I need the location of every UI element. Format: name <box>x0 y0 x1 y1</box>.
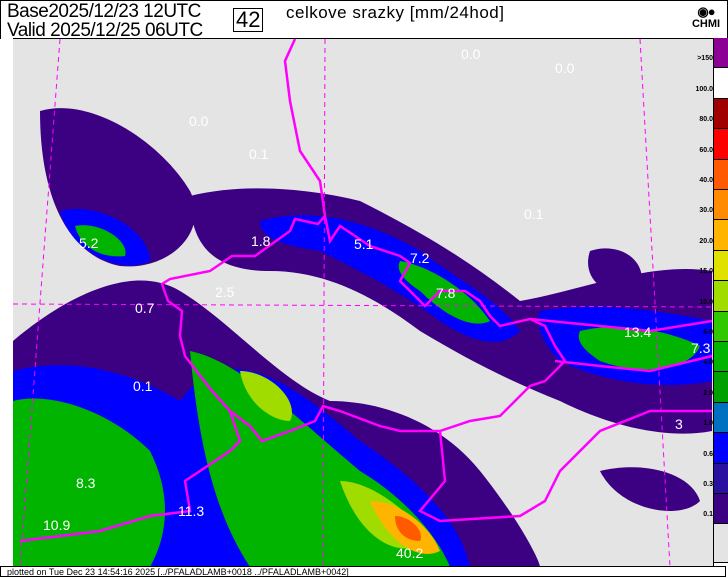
map-area: 0.0 0.0 0.0 0.1 0.1 5.2 1.8 5.1 7.2 7.8 … <box>12 38 713 568</box>
legend-swatch <box>714 372 728 403</box>
forecast-hour-box: 42 <box>233 8 264 32</box>
value-label: 10.9 <box>43 517 71 533</box>
country-borders <box>19 38 713 543</box>
chart-title: celkove srazky [mm/24hod] <box>286 3 505 22</box>
legend-swatch <box>714 220 728 251</box>
legend-label: 100.0 <box>695 85 713 93</box>
value-label: 8.3 <box>76 475 96 491</box>
legend-swatch <box>714 342 728 373</box>
base-time-value: 2025/12/23 12UTC <box>48 1 201 22</box>
logo-dots-icon: ◉● <box>697 4 715 19</box>
value-label: 7.2 <box>410 250 430 266</box>
legend-swatch <box>714 433 728 464</box>
legend-label: 0.6 <box>703 450 713 458</box>
legend-swatch <box>714 402 728 434</box>
legend-swatch <box>714 190 728 221</box>
legend-swatch <box>714 494 728 525</box>
value-label: 0.7 <box>135 300 155 316</box>
value-label: 0.1 <box>133 378 153 394</box>
legend-swatch <box>714 281 728 312</box>
legend-label: 60.0 <box>699 146 713 154</box>
value-label: 1.8 <box>251 233 271 249</box>
legend-label: 20.0 <box>699 237 713 245</box>
legend-swatch <box>714 38 728 69</box>
legend-label: 40.0 <box>699 177 713 184</box>
base-label: Base <box>7 1 49 22</box>
value-label: 0.0 <box>189 113 209 129</box>
legend-label: 1.0 <box>703 420 713 428</box>
legend-label: 6.0 <box>703 329 713 336</box>
legend-label: 80.0 <box>699 116 713 124</box>
legend-labels: >150 100.0 80.0 60.0 40.0 30.0 20.0 15.0 10.0 6.0… <box>671 39 713 567</box>
value-label: 2.5 <box>215 284 235 300</box>
value-label: 0.0 <box>461 46 481 62</box>
value-label: 3 <box>675 416 683 432</box>
value-label: 0.0 <box>555 60 575 76</box>
map-svg <box>12 38 713 568</box>
logo-text: CHMI <box>691 18 721 30</box>
valid-label: Valid <box>7 20 46 41</box>
footer-text: plotted on Tue Dec 23 14:54:16 2025 [../… <box>0 566 726 577</box>
value-label: 7.3 <box>691 340 711 356</box>
valid-time: Valid 2025/12/25 06UTC <box>7 21 203 40</box>
legend-label: 0.3 <box>703 481 713 488</box>
value-label: 5.1 <box>354 236 374 252</box>
precip-orange <box>370 501 440 554</box>
legend-swatch <box>714 159 728 190</box>
grid-lines <box>12 38 713 568</box>
legend-label: 4.0 <box>703 359 713 367</box>
value-label: 0.1 <box>249 146 269 162</box>
legend-swatch <box>714 463 728 494</box>
legend-swatch <box>714 250 728 282</box>
value-label: 40.2 <box>396 545 424 561</box>
legend-label: 15.0 <box>699 268 713 276</box>
legend-swatch <box>714 311 728 342</box>
value-label: 0.1 <box>524 206 544 222</box>
legend-swatch <box>714 68 728 99</box>
valid-time-value: 2025/12/25 06UTC <box>50 20 203 41</box>
legend-label: >150 <box>697 55 713 63</box>
legend-swatch <box>714 524 728 564</box>
legend-label: 10.0 <box>699 298 713 306</box>
value-label: 7.8 <box>436 285 456 301</box>
legend-label: 0.1 <box>703 511 713 519</box>
chmi-logo: ◉● CHMI <box>689 5 723 30</box>
value-label: 5.2 <box>79 235 99 251</box>
base-time: Base2025/12/23 12UTC <box>7 2 201 21</box>
header: Base2025/12/23 12UTC Valid 2025/12/25 06… <box>0 0 728 40</box>
value-label: 13.4 <box>624 324 652 340</box>
legend-label: 30.0 <box>699 207 713 215</box>
color-legend <box>713 38 728 566</box>
legend-label: 2.0 <box>703 389 713 397</box>
legend-swatch <box>714 98 728 130</box>
precip-green <box>13 225 700 567</box>
value-label: 11.3 <box>178 503 205 519</box>
legend-swatch <box>714 129 728 160</box>
